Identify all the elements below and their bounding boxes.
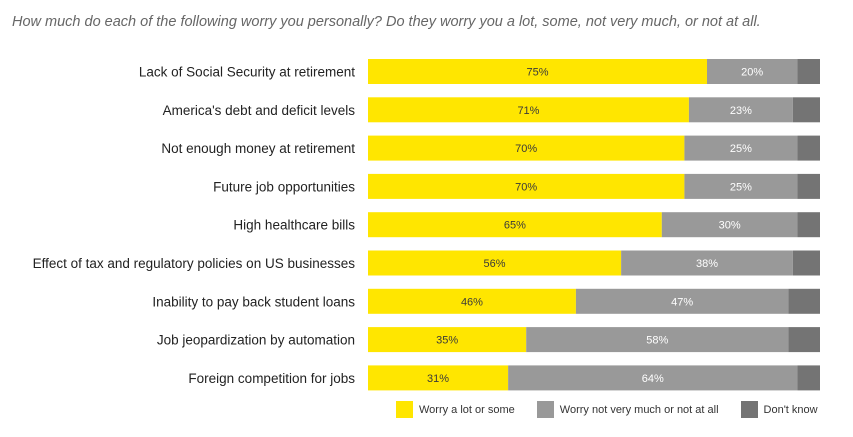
data-label: 25% xyxy=(730,181,752,193)
category-label: Inability to pay back student loans xyxy=(152,294,355,309)
bar-row-not-enough-money-at-retirement: Not enough money at retirement 70% 25% xyxy=(161,135,820,161)
data-label: 46% xyxy=(461,296,483,308)
data-label: 64% xyxy=(642,373,664,385)
data-label: 20% xyxy=(741,67,763,79)
bar-segment-worry-not-very-much-or-not-at-all xyxy=(661,212,798,238)
category-label: Lack of Social Security at retirement xyxy=(139,65,355,80)
category-label: America's debt and deficit levels xyxy=(163,103,356,118)
bar-segment-worry-not-very-much-or-not-at-all xyxy=(707,59,798,84)
data-label: 31% xyxy=(427,373,449,385)
bar-segment-don-t-know xyxy=(797,135,820,161)
chart-subtitle: How much do each of the following worry … xyxy=(12,14,761,30)
bar-segment-worry-a-lot-or-some xyxy=(368,327,527,353)
legend-item-not-worry: Worry not very much or not at all xyxy=(536,401,719,418)
bar-segment-don-t-know xyxy=(797,59,820,84)
legend-item-dont-know: Don't know xyxy=(740,401,818,418)
bar-segment-worry-not-very-much-or-not-at-all xyxy=(688,97,793,123)
bar-row-high-healthcare-bills: High healthcare bills 65% 30% xyxy=(233,212,820,238)
bar-row-lack-of-social-security-at-retirement: Lack of Social Security at retirement 75%… xyxy=(139,59,820,84)
data-label: 70% xyxy=(515,181,537,193)
data-label: 47% xyxy=(671,296,693,308)
bar-segment-worry-not-very-much-or-not-at-all xyxy=(621,250,793,276)
bar-segment-don-t-know xyxy=(792,250,820,276)
data-label: 35% xyxy=(436,335,458,347)
data-label: 23% xyxy=(730,105,752,117)
bar-segment-worry-a-lot-or-some xyxy=(368,212,662,238)
data-label: 70% xyxy=(515,143,537,155)
bar-segment-worry-not-very-much-or-not-at-all xyxy=(508,365,798,391)
legend-item-worry: Worry a lot or some xyxy=(396,401,515,418)
data-label: 71% xyxy=(517,105,539,117)
data-label: 38% xyxy=(696,258,718,270)
bar-segment-don-t-know xyxy=(797,212,820,238)
legend-swatch-dont-know xyxy=(740,401,758,418)
legend-swatch-worry xyxy=(396,401,413,418)
bar-segment-worry-a-lot-or-some xyxy=(368,365,509,391)
category-label: Foreign competition for jobs xyxy=(188,371,355,386)
category-label: Future job opportunities xyxy=(213,179,355,194)
bar-segment-worry-a-lot-or-some xyxy=(368,59,707,84)
data-label: 30% xyxy=(719,220,741,232)
bar-segment-worry-a-lot-or-some xyxy=(368,288,576,314)
data-label: 25% xyxy=(730,143,752,155)
data-label: 58% xyxy=(646,335,668,347)
chart-legend: Worry a lot or some Worry not very much … xyxy=(396,401,840,418)
bar-segment-worry-a-lot-or-some xyxy=(368,173,685,199)
data-label: 75% xyxy=(526,67,548,79)
bar-row-foreign-competition-for-jobs: Foreign competition for jobs 31% 64% xyxy=(188,365,820,391)
data-label: 65% xyxy=(504,220,526,232)
bar-row-future-job-opportunities: Future job opportunities 70% 25% xyxy=(213,173,820,199)
bar-row-america-s-debt-and-deficit-levels: America's debt and deficit levels 71% 23% xyxy=(163,97,820,123)
bar-segment-don-t-know xyxy=(788,327,820,353)
bar-row-inability-to-pay-back-student-loans: Inability to pay back student loans 46% 47… xyxy=(152,288,820,314)
category-label: Effect of tax and regulatory policies on… xyxy=(33,256,356,271)
bar-segment-worry-not-very-much-or-not-at-all xyxy=(526,327,789,353)
bar-segment-don-t-know xyxy=(797,173,820,199)
bar-segment-don-t-know xyxy=(797,365,820,391)
bar-segment-worry-not-very-much-or-not-at-all xyxy=(684,173,798,199)
bar-segment-worry-not-very-much-or-not-at-all xyxy=(684,135,798,161)
legend-label-not-worry: Worry not very much or not at all xyxy=(559,403,719,416)
bar-segment-don-t-know xyxy=(792,97,820,123)
bar-segment-worry-a-lot-or-some xyxy=(368,97,689,123)
data-label: 56% xyxy=(484,258,506,270)
bar-segment-worry-a-lot-or-some xyxy=(368,135,685,161)
category-label: High healthcare bills xyxy=(233,218,355,233)
category-label: Not enough money at retirement xyxy=(161,141,355,156)
bar-segment-worry-not-very-much-or-not-at-all xyxy=(575,288,789,314)
bar-segment-worry-a-lot-or-some xyxy=(368,250,622,276)
bar-row-effect-of-tax-and-regulatory-policies-on-us-businesses: Effect of tax and regulatory policies on… xyxy=(33,250,820,276)
legend-swatch-not-worry xyxy=(536,401,554,418)
category-label: Job jeopardization by automation xyxy=(157,333,355,348)
legend-label-worry: Worry a lot or some xyxy=(419,403,515,416)
legend-label-dont-know: Don't know xyxy=(763,403,818,416)
bar-segment-don-t-know xyxy=(788,288,820,314)
bar-row-job-jeopardization-by-automation: Job jeopardization by automation 35% 58% xyxy=(157,327,820,353)
